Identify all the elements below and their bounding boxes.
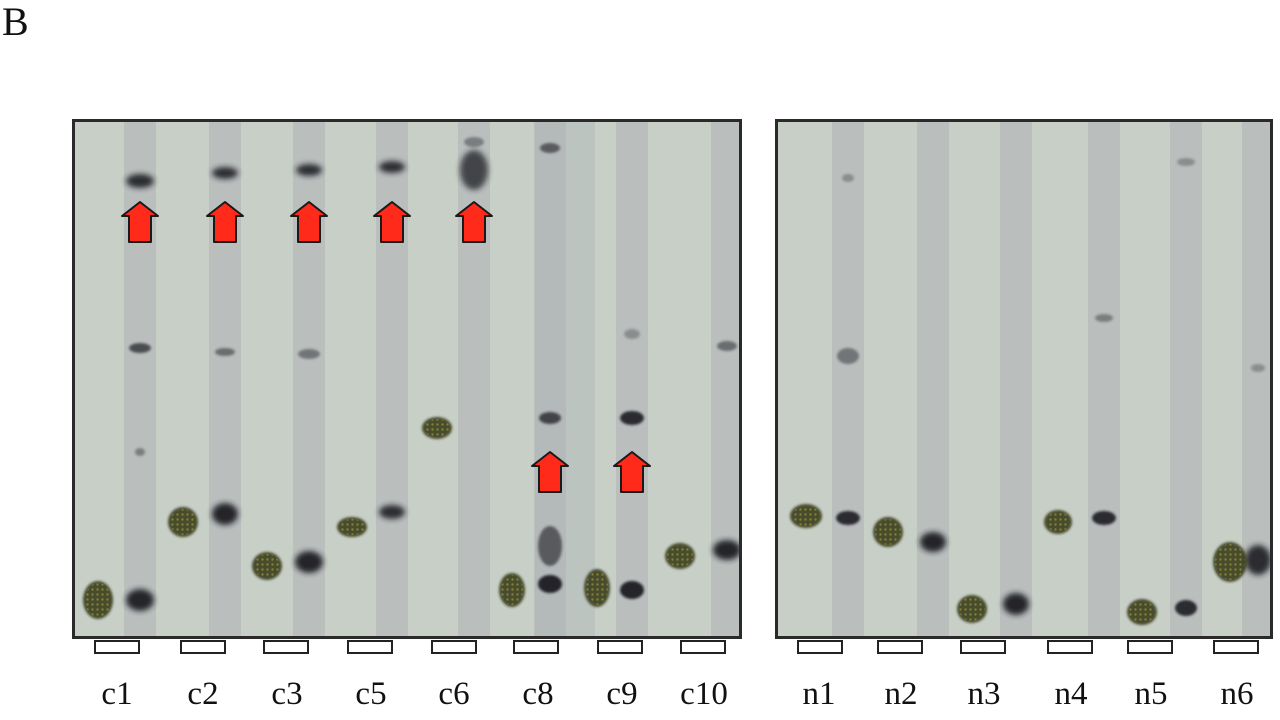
lane-label-n2: n2 bbox=[884, 676, 918, 712]
lane-label-c9: c9 bbox=[606, 676, 638, 712]
band-left-0 bbox=[126, 174, 154, 188]
band-right-1 bbox=[837, 348, 859, 364]
band-left-5 bbox=[215, 348, 235, 356]
lane-label-c5: c5 bbox=[355, 676, 387, 712]
spot-c9 bbox=[584, 569, 610, 607]
well-12 bbox=[1127, 640, 1173, 654]
lane-stripe-right-3 bbox=[1088, 122, 1120, 636]
lane-stripe-right-1 bbox=[917, 122, 949, 636]
lane-label-n4: n4 bbox=[1054, 676, 1088, 712]
spot-n3 bbox=[957, 595, 987, 623]
well-5 bbox=[513, 640, 559, 654]
arrow-red-5 bbox=[531, 451, 569, 493]
band-left-13 bbox=[464, 137, 484, 147]
band-right-7 bbox=[1175, 600, 1197, 616]
band-left-12 bbox=[460, 150, 488, 190]
lane-stripe-left-6 bbox=[616, 122, 648, 636]
band-left-8 bbox=[298, 349, 320, 359]
arrow-red-2 bbox=[290, 201, 328, 243]
lane-stripe-left-0 bbox=[124, 122, 156, 636]
well-11 bbox=[1047, 640, 1093, 654]
lane-label-c2: c2 bbox=[187, 676, 219, 712]
gel-right-image bbox=[790, 122, 1270, 636]
band-left-19 bbox=[620, 581, 644, 599]
lane-label-c1: c1 bbox=[101, 676, 133, 712]
lane-stripe-left-1 bbox=[209, 122, 241, 636]
lane-label-n5: n5 bbox=[1134, 676, 1168, 712]
spot-c10 bbox=[665, 543, 695, 569]
band-left-6 bbox=[212, 503, 238, 525]
band-right-2 bbox=[842, 174, 854, 182]
arrow-red-6 bbox=[613, 451, 651, 493]
band-left-16 bbox=[538, 526, 562, 566]
well-9 bbox=[877, 640, 923, 654]
well-0 bbox=[94, 640, 140, 654]
band-left-7 bbox=[296, 164, 322, 176]
lane-label-c3: c3 bbox=[271, 676, 303, 712]
lane-stripe-right-2 bbox=[1000, 122, 1032, 636]
arrow-red-0 bbox=[121, 201, 159, 243]
spot-n6 bbox=[1213, 542, 1247, 582]
panel-letter: B bbox=[2, 0, 29, 44]
band-left-17 bbox=[538, 575, 562, 593]
band-left-1 bbox=[129, 343, 151, 353]
band-left-18 bbox=[620, 411, 644, 425]
lane-label-n1: n1 bbox=[802, 676, 836, 712]
well-8 bbox=[797, 640, 843, 654]
well-10 bbox=[960, 640, 1006, 654]
band-left-15 bbox=[539, 412, 561, 424]
lane-label-c8: c8 bbox=[522, 676, 554, 712]
band-left-9 bbox=[295, 551, 323, 573]
band-right-4 bbox=[1003, 593, 1029, 615]
spot-c1 bbox=[83, 581, 113, 619]
gel-left bbox=[72, 119, 742, 639]
band-left-3 bbox=[126, 589, 154, 611]
spot-c8 bbox=[499, 573, 525, 607]
lane-label-c6: c6 bbox=[438, 676, 470, 712]
lane-label-c10: c10 bbox=[680, 676, 728, 712]
band-right-3 bbox=[920, 532, 946, 552]
spot-n1 bbox=[790, 504, 822, 528]
arrow-red-4 bbox=[455, 201, 493, 243]
well-6 bbox=[597, 640, 643, 654]
well-1 bbox=[180, 640, 226, 654]
lane-label-n6: n6 bbox=[1220, 676, 1254, 712]
spot-c3 bbox=[252, 552, 282, 580]
spot-n4 bbox=[1044, 510, 1072, 534]
gel-right bbox=[775, 119, 1273, 639]
band-left-11 bbox=[379, 505, 405, 519]
band-left-21 bbox=[717, 341, 737, 351]
band-left-10 bbox=[379, 161, 405, 173]
well-4 bbox=[431, 640, 477, 654]
band-right-0 bbox=[836, 511, 860, 525]
lane-label-n3: n3 bbox=[967, 676, 1001, 712]
band-right-8 bbox=[1177, 158, 1195, 166]
arrow-red-3 bbox=[373, 201, 411, 243]
spot-n5 bbox=[1127, 599, 1157, 625]
lane-stripe-right-0 bbox=[832, 122, 864, 636]
spot-c6 bbox=[422, 417, 452, 439]
band-right-10 bbox=[1251, 364, 1265, 372]
well-13 bbox=[1213, 640, 1259, 654]
spot-c2 bbox=[168, 507, 198, 537]
band-left-4 bbox=[212, 167, 238, 179]
spot-n2 bbox=[873, 517, 903, 547]
band-right-9 bbox=[1245, 545, 1270, 575]
lane-stripe-right-4 bbox=[1170, 122, 1202, 636]
band-right-6 bbox=[1095, 314, 1113, 322]
spot-c5 bbox=[337, 517, 367, 537]
lane-stripe-left-3 bbox=[376, 122, 408, 636]
well-3 bbox=[347, 640, 393, 654]
well-7 bbox=[680, 640, 726, 654]
band-left-2 bbox=[135, 448, 145, 456]
band-left-20 bbox=[624, 329, 640, 339]
arrow-red-1 bbox=[206, 201, 244, 243]
band-left-14 bbox=[540, 143, 560, 153]
band-right-5 bbox=[1092, 511, 1116, 525]
band-left-22 bbox=[713, 540, 739, 560]
gel-left-image bbox=[83, 122, 739, 636]
lane-stripe-left-4 bbox=[458, 122, 490, 636]
well-2 bbox=[263, 640, 309, 654]
